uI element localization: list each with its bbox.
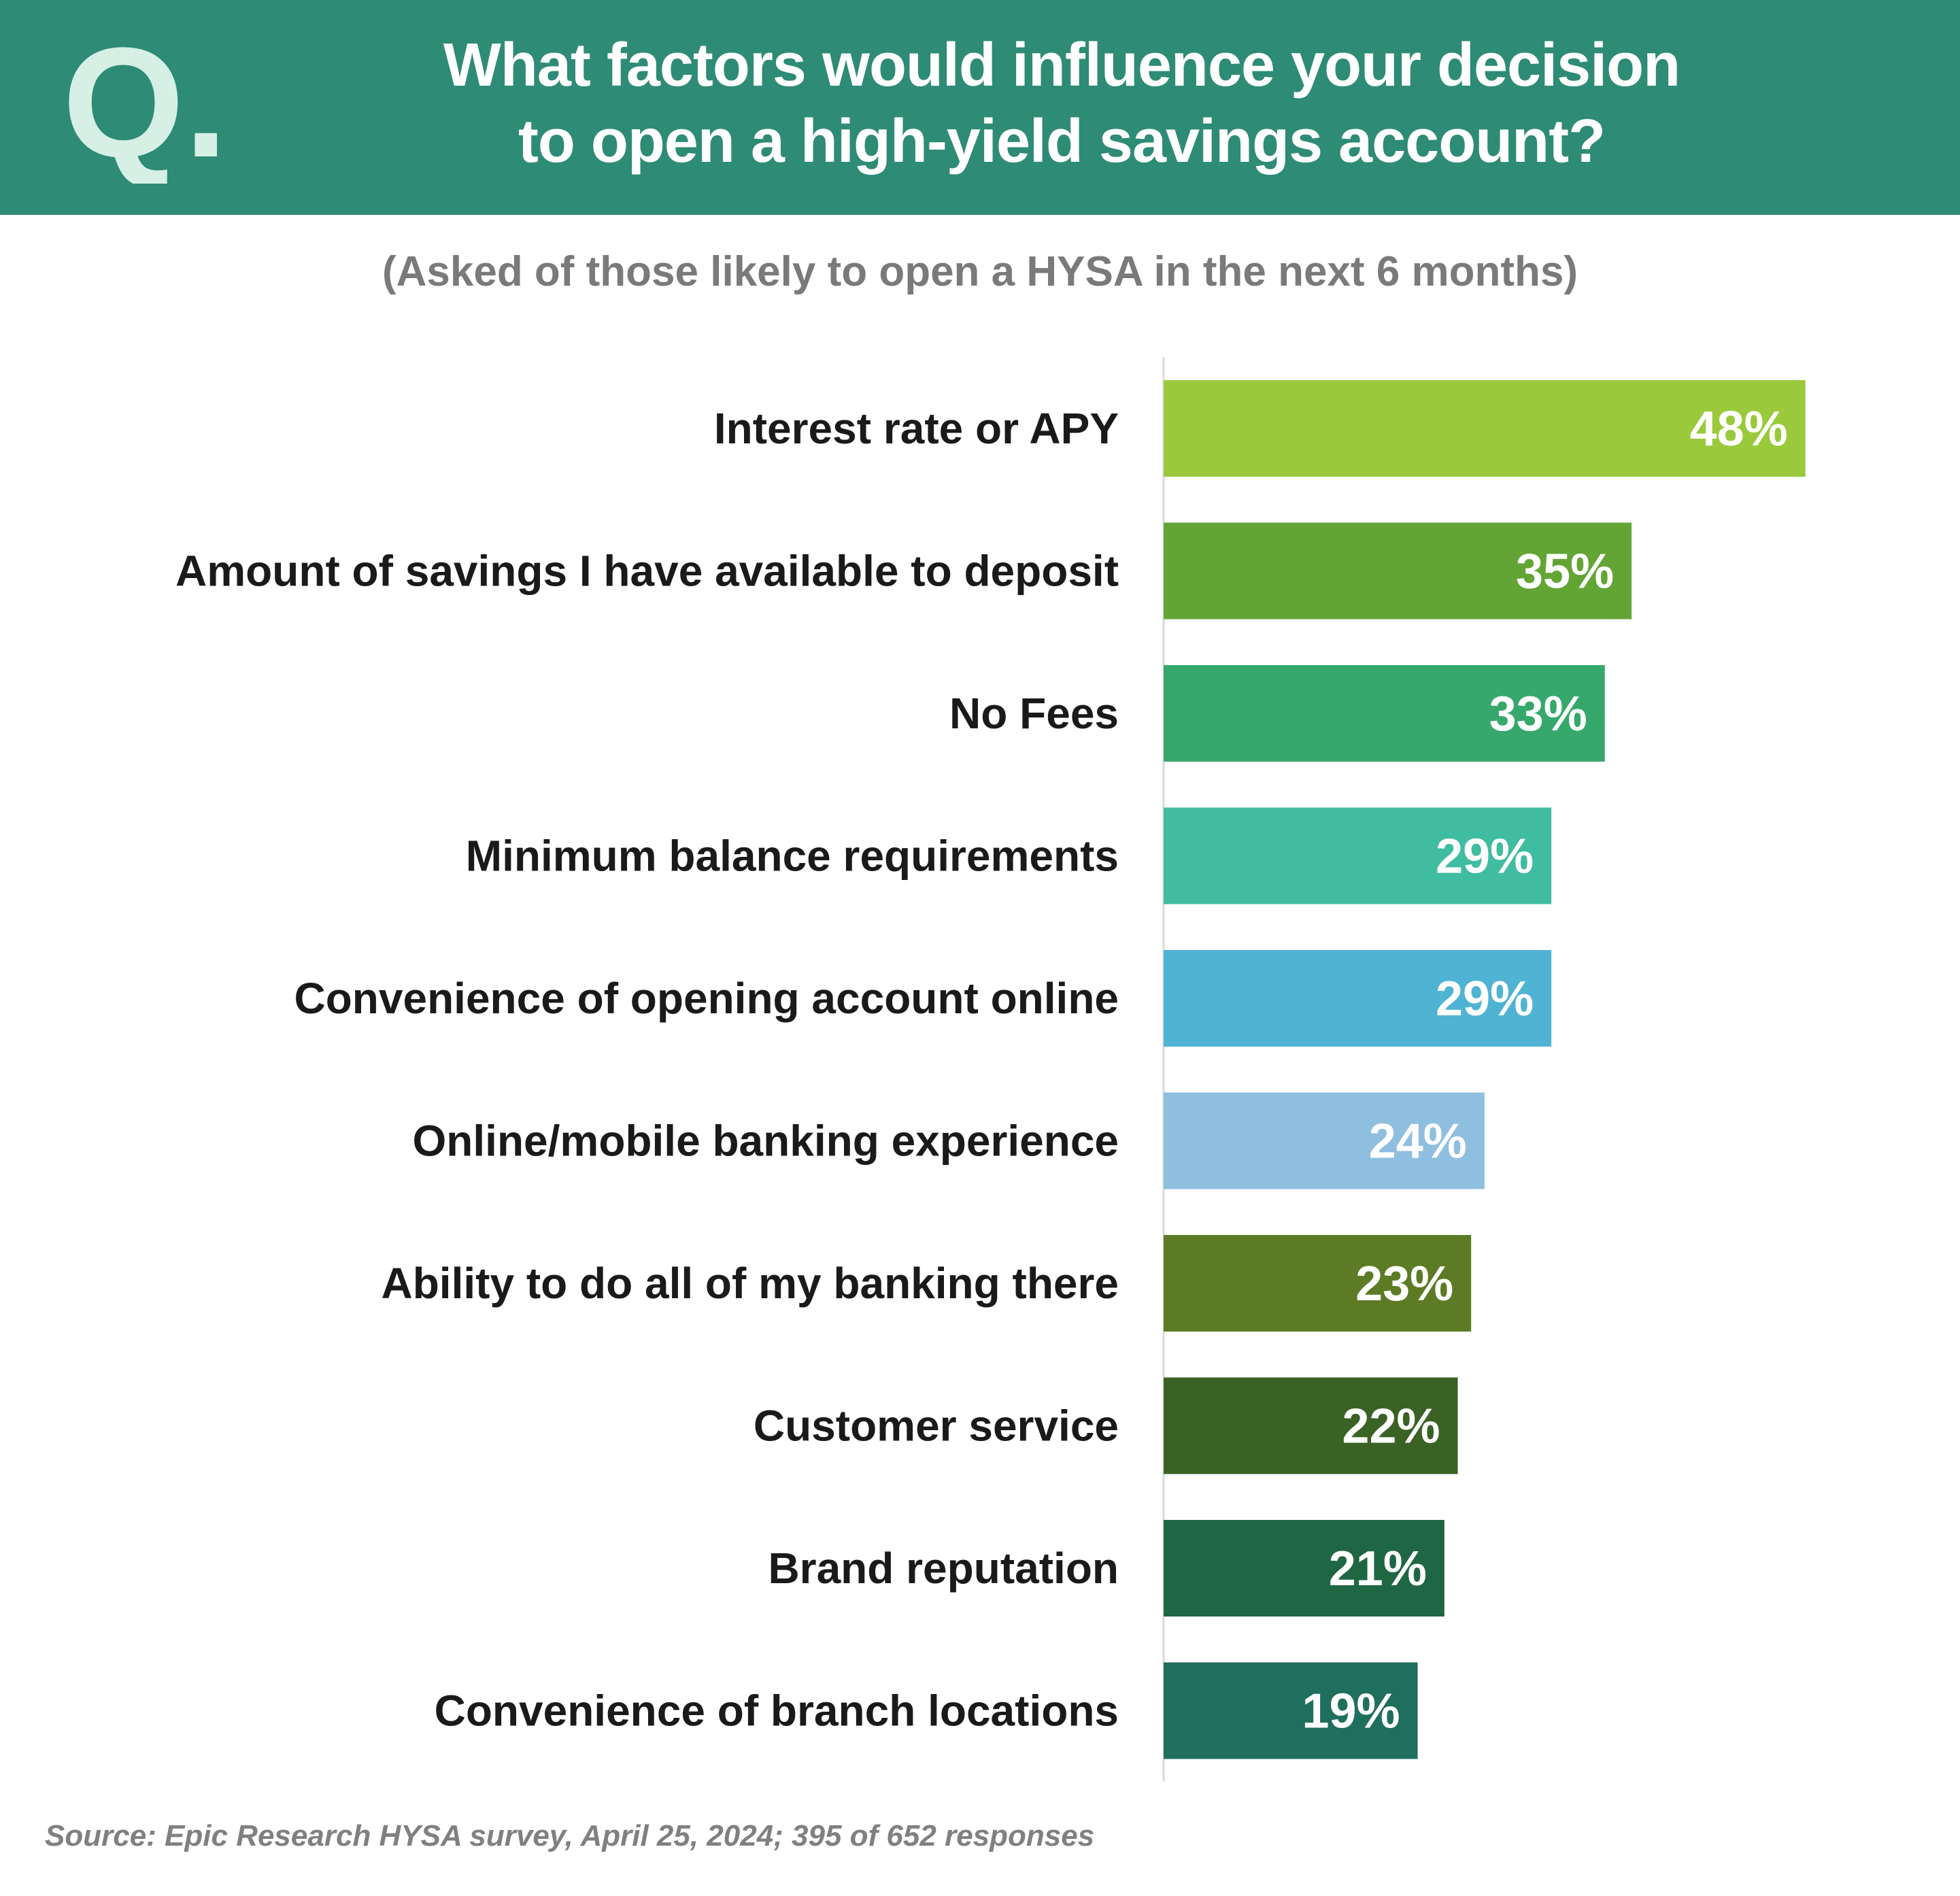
bar [1164, 380, 1806, 477]
bar-value-label: 33% [1489, 687, 1587, 741]
bar-value-label: 23% [1355, 1257, 1453, 1311]
bar-value-label: 19% [1302, 1685, 1400, 1739]
bar [1164, 950, 1552, 1047]
bar [1164, 807, 1552, 904]
source-note: Source: Epic Research HYSA survey, April… [45, 1819, 1095, 1852]
category-label: Interest rate or APY [714, 404, 1119, 453]
svg-text:Q.: Q. [63, 27, 226, 184]
bar-value-label: 29% [1436, 830, 1534, 884]
bar [1164, 1235, 1472, 1332]
bar-value-label: 29% [1436, 972, 1534, 1026]
title-line-1: What factors would influence your decisi… [443, 31, 1680, 99]
category-label: Convenience of branch locations [435, 1687, 1119, 1736]
category-label: Brand reputation [768, 1544, 1119, 1593]
bar-value-label: 24% [1369, 1115, 1467, 1169]
bar-value-label: 22% [1342, 1400, 1440, 1454]
bar [1164, 522, 1632, 620]
bar [1164, 1662, 1418, 1759]
bar-value-label: 35% [1516, 545, 1614, 599]
chart-subtitle: (Asked of those likely to open a HYSA in… [382, 248, 1578, 295]
header-banner: Q. What factors would influence your dec… [0, 0, 1960, 215]
q-logo-icon: Q. [63, 27, 226, 184]
bar [1164, 1520, 1444, 1616]
category-label: Minimum balance requirements [466, 832, 1119, 881]
category-label: Customer service [754, 1402, 1119, 1451]
category-label: Convenience of opening account online [294, 974, 1119, 1023]
bar [1164, 665, 1605, 762]
title-line-2: to open a high-yield savings account? [518, 107, 1606, 175]
category-label: Ability to do all of my banking there [381, 1259, 1119, 1308]
bar [1164, 1092, 1485, 1189]
bar-value-label: 48% [1690, 402, 1788, 456]
category-label: Online/mobile banking experience [413, 1117, 1119, 1166]
bar-chart: Interest rate or APY 48% Amount of savings… [175, 357, 1806, 1782]
bar-value-label: 21% [1329, 1542, 1427, 1596]
category-label: Amount of savings I have available to de… [175, 547, 1119, 596]
bar [1164, 1377, 1458, 1474]
category-label: No Fees [949, 689, 1119, 738]
page-title: What factors would influence your decisi… [245, 27, 1878, 180]
